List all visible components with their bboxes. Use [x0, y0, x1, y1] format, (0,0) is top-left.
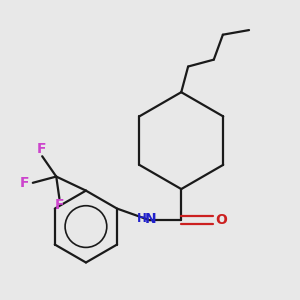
Text: O: O — [215, 213, 227, 227]
Text: F: F — [20, 176, 29, 190]
Text: N: N — [145, 212, 156, 226]
Text: H: H — [137, 212, 147, 225]
Text: F: F — [37, 142, 46, 156]
Text: F: F — [55, 198, 65, 212]
